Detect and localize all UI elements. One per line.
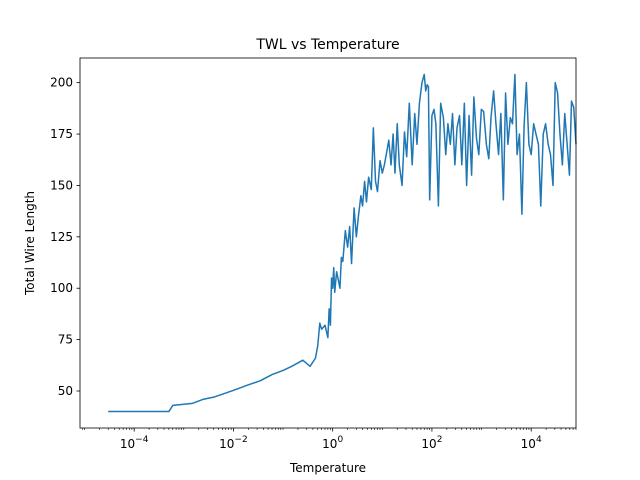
- series-line-0: [108, 73, 577, 413]
- x-axis: 10−4 10−2 100 102 104: [81, 428, 577, 451]
- y-tick-label: 75: [58, 333, 73, 347]
- chart-title: TWL vs Temperature: [255, 37, 399, 53]
- x-tick-base: 10: [322, 437, 337, 451]
- y-axis: 50 75 100 125 150 175 200: [50, 76, 80, 398]
- x-tick-label: 104: [521, 435, 542, 451]
- y-tick-label: 175: [50, 127, 73, 141]
- x-tick-label: 102: [421, 435, 442, 451]
- x-axis-label: Temperature: [289, 461, 366, 475]
- y-tick-label: 50: [58, 384, 73, 398]
- x-tick-label: 100: [322, 435, 343, 451]
- y-tick-label: 150: [50, 178, 73, 192]
- y-axis-label: Total Wire Length: [23, 191, 37, 296]
- x-tick-label: 10−4: [120, 435, 149, 451]
- x-tick-exponent: −4: [135, 435, 149, 445]
- y-tick-label: 200: [50, 76, 73, 90]
- axes-frame: [79, 57, 577, 429]
- x-tick-base: 10: [219, 437, 234, 451]
- y-tick-label: 125: [50, 230, 73, 244]
- plot-area: [108, 73, 577, 413]
- x-tick-base: 10: [421, 437, 436, 451]
- x-tick-exponent: 2: [437, 435, 443, 445]
- y-tick-label: 100: [50, 281, 73, 295]
- x-tick-base: 10: [521, 437, 536, 451]
- x-tick-exponent: −2: [234, 435, 247, 445]
- x-tick-label: 10−2: [219, 435, 248, 451]
- x-tick-base: 10: [120, 437, 135, 451]
- x-tick-exponent: 4: [536, 435, 542, 445]
- x-tick-exponent: 0: [337, 435, 343, 445]
